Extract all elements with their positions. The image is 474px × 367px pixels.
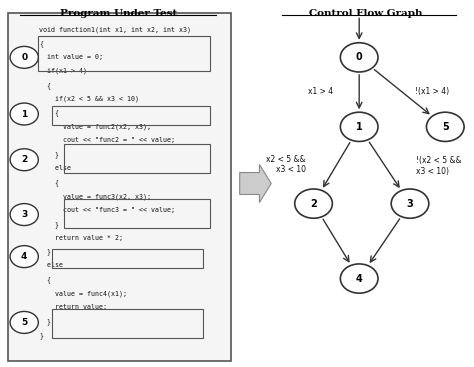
Circle shape — [391, 189, 429, 218]
Text: }: } — [39, 151, 59, 158]
Polygon shape — [240, 164, 271, 203]
Text: 1: 1 — [356, 122, 363, 132]
Text: {: { — [39, 110, 59, 116]
Text: {: { — [39, 82, 51, 88]
Text: x1 > 4: x1 > 4 — [308, 87, 333, 96]
Text: {: { — [39, 179, 59, 186]
Circle shape — [340, 264, 378, 293]
Circle shape — [340, 43, 378, 72]
Text: 3: 3 — [21, 210, 27, 219]
Text: 5: 5 — [442, 122, 449, 132]
Circle shape — [10, 204, 38, 226]
Text: else: else — [39, 165, 71, 171]
Text: 0: 0 — [21, 53, 27, 62]
Text: value = func2(x2, x3);: value = func2(x2, x3); — [39, 124, 151, 130]
Text: cout << "func3 = " << value;: cout << "func3 = " << value; — [39, 207, 175, 213]
Circle shape — [427, 112, 464, 141]
Text: {: { — [39, 40, 43, 47]
Text: }: } — [39, 318, 51, 325]
Text: x2 < 5 &&
x3 < 10: x2 < 5 && x3 < 10 — [266, 155, 306, 174]
Text: else: else — [39, 262, 63, 269]
Circle shape — [10, 312, 38, 333]
Text: 4: 4 — [356, 273, 363, 284]
Text: if(x2 < 5 && x3 < 10): if(x2 < 5 && x3 < 10) — [39, 96, 139, 102]
Text: return value;: return value; — [39, 304, 107, 310]
Text: 0: 0 — [356, 52, 363, 62]
Text: value = func3(x2, x3);: value = func3(x2, x3); — [39, 193, 151, 200]
Text: }: } — [39, 332, 43, 339]
Text: 2: 2 — [21, 155, 27, 164]
Text: 5: 5 — [21, 318, 27, 327]
Text: 3: 3 — [407, 199, 413, 208]
Text: Program Under Test: Program Under Test — [60, 9, 177, 18]
Text: int value = 0;: int value = 0; — [39, 54, 103, 60]
Text: value = func4(x1);: value = func4(x1); — [39, 290, 128, 297]
Text: if(x1 > 4): if(x1 > 4) — [39, 68, 87, 75]
Text: {: { — [39, 276, 51, 283]
Text: 1: 1 — [21, 109, 27, 119]
Text: Control Flow Graph: Control Flow Graph — [309, 9, 422, 18]
Text: !(x2 < 5 &&
x3 < 10): !(x2 < 5 && x3 < 10) — [416, 156, 461, 176]
Text: 4: 4 — [21, 252, 27, 261]
Text: 2: 2 — [310, 199, 317, 208]
Circle shape — [10, 246, 38, 268]
Text: void function1(int x1, int x2, int x3): void function1(int x1, int x2, int x3) — [39, 26, 191, 33]
Circle shape — [10, 46, 38, 68]
Text: }: } — [39, 248, 51, 255]
FancyBboxPatch shape — [8, 14, 231, 361]
Text: !(x1 > 4): !(x1 > 4) — [415, 87, 449, 96]
Text: }: } — [39, 221, 59, 228]
Circle shape — [295, 189, 332, 218]
Circle shape — [10, 103, 38, 125]
Text: return value * 2;: return value * 2; — [39, 235, 123, 241]
Circle shape — [10, 149, 38, 171]
Text: cout << "func2 = " << value;: cout << "func2 = " << value; — [39, 137, 175, 143]
Circle shape — [340, 112, 378, 141]
